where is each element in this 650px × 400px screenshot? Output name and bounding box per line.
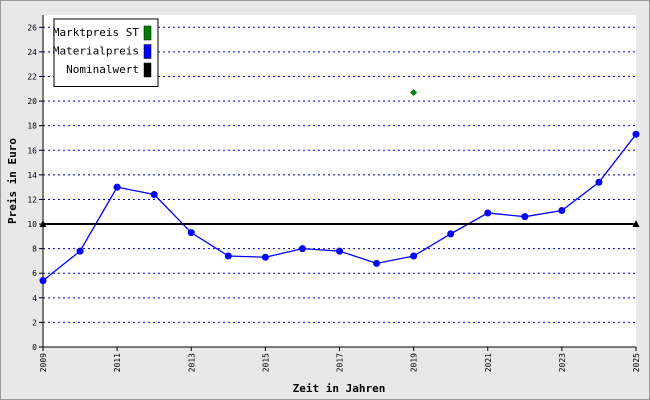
data-point (261, 253, 269, 261)
x-tick-label: 2017 (336, 353, 345, 372)
data-point (373, 259, 381, 267)
legend-swatch (143, 25, 152, 41)
y-tick-label: 18 (27, 122, 37, 131)
legend-label: Marktpreis ST (53, 26, 139, 39)
legend-label: Materialpreis (53, 45, 139, 58)
x-tick-label: 2021 (484, 353, 493, 372)
x-tick-label: 2025 (632, 353, 641, 372)
y-tick-label: 8 (32, 245, 37, 254)
y-tick-label: 6 (32, 269, 37, 278)
data-point (595, 178, 603, 186)
data-point (484, 209, 492, 217)
y-tick-label: 16 (27, 146, 37, 155)
x-tick-label: 2019 (410, 353, 419, 372)
x-axis-title: Zeit in Jahren (293, 382, 386, 395)
data-point (150, 191, 158, 199)
x-tick-label: 2023 (558, 353, 567, 372)
y-tick-label: 22 (27, 72, 37, 81)
y-tick-label: 24 (27, 48, 37, 57)
y-tick-label: 12 (27, 195, 37, 204)
legend-label: Nominalwert (66, 63, 139, 76)
data-point (632, 130, 640, 138)
legend-swatch (143, 44, 152, 59)
data-point (39, 220, 47, 228)
y-tick-label: 20 (27, 97, 37, 106)
data-point (521, 213, 529, 221)
data-point (298, 245, 306, 253)
legend-box (53, 18, 159, 87)
y-tick-label: 14 (27, 171, 37, 180)
y-tick-label: 4 (32, 294, 37, 303)
data-point (558, 207, 566, 215)
data-point (632, 220, 640, 228)
data-point (187, 229, 195, 237)
data-point (224, 252, 232, 260)
data-point (410, 252, 418, 260)
legend-swatch (143, 62, 152, 78)
x-tick-label: 2009 (39, 353, 48, 372)
x-tick-label: 2015 (261, 353, 270, 372)
y-tick-label: 0 (32, 343, 37, 352)
data-point (76, 247, 84, 255)
y-tick-label: 2 (32, 318, 37, 327)
y-tick-label: 26 (27, 23, 37, 32)
x-tick-label: 2013 (187, 353, 196, 372)
data-point (336, 247, 343, 255)
data-point (410, 88, 418, 96)
data-point (39, 277, 47, 285)
data-point (447, 230, 455, 238)
data-point (113, 183, 121, 191)
y-tick-label: 10 (27, 220, 37, 229)
y-axis-title: Preis in Euro (6, 138, 19, 224)
x-tick-label: 2011 (113, 353, 122, 372)
